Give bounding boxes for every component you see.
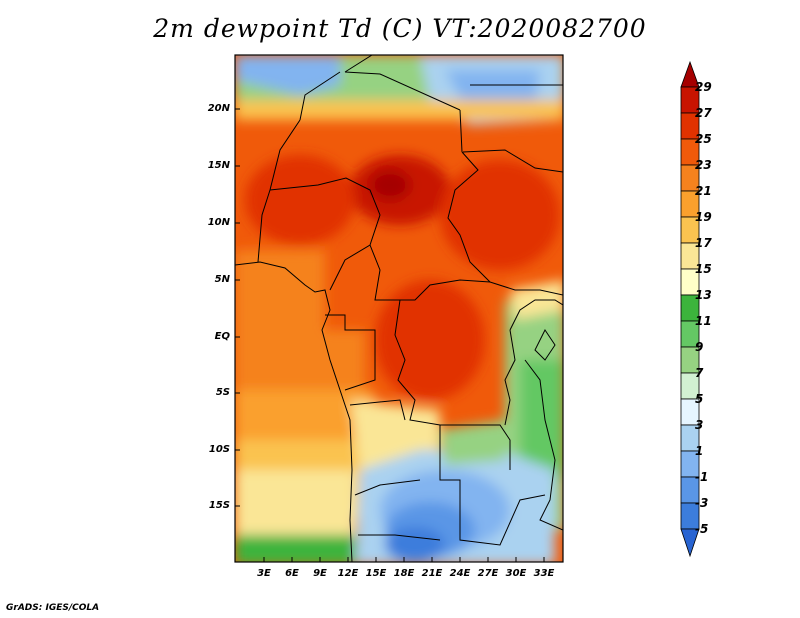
colorbar-label: 27 [695, 106, 712, 120]
dewpoint-field [235, 55, 563, 562]
colorbar-label: 23 [695, 158, 712, 172]
colorbar-label: 25 [695, 132, 712, 146]
lon-label: 33E [533, 568, 555, 579]
lat-label: 15S [208, 500, 230, 511]
lon-label: 24E [449, 568, 471, 579]
lon-label: 27E [477, 568, 499, 579]
lon-label: 30E [505, 568, 527, 579]
lon-label: 3E [257, 568, 271, 579]
colorbar-label: 19 [695, 210, 712, 224]
lon-label: 15E [365, 568, 387, 579]
colorbar-label: 3 [695, 418, 704, 432]
map-frame [234, 54, 564, 563]
colorbar-bottom-arrow [680, 528, 700, 558]
colorbar-label: -1 [695, 470, 709, 484]
lon-label: 21E [421, 568, 443, 579]
colorbar-label: -5 [695, 522, 709, 536]
lon-label: 9E [313, 568, 327, 579]
colorbar-label: 15 [695, 262, 712, 276]
colorbar-label: -3 [695, 496, 709, 510]
colorbar [680, 60, 700, 558]
map-title: 2m dewpoint Td (C) VT:2020082700 [153, 14, 647, 43]
lat-label: EQ [214, 331, 230, 342]
lat-label: 10N [207, 217, 230, 228]
lat-label: 5N [214, 274, 230, 285]
credit-text: GrADS: IGES/COLA [6, 603, 100, 613]
lon-label: 12E [337, 568, 359, 579]
colorbar-label: 1 [695, 444, 704, 458]
lat-label: 10S [208, 444, 230, 455]
colorbar-label: 21 [695, 184, 712, 198]
colorbar-label: 11 [695, 314, 712, 328]
lon-label: 6E [285, 568, 299, 579]
lat-label: 15N [207, 160, 230, 171]
colorbar-label: 13 [695, 288, 712, 302]
colorbar-label: 9 [695, 340, 704, 354]
country-borders [235, 55, 563, 562]
colorbar-label: 5 [695, 392, 704, 406]
colorbar-label: 7 [695, 366, 704, 380]
colorbar-label: 17 [695, 236, 712, 250]
lat-label: 5S [215, 387, 230, 398]
lon-label: 18E [393, 568, 415, 579]
lat-label: 20N [207, 103, 230, 114]
colorbar-label: 29 [695, 80, 712, 94]
